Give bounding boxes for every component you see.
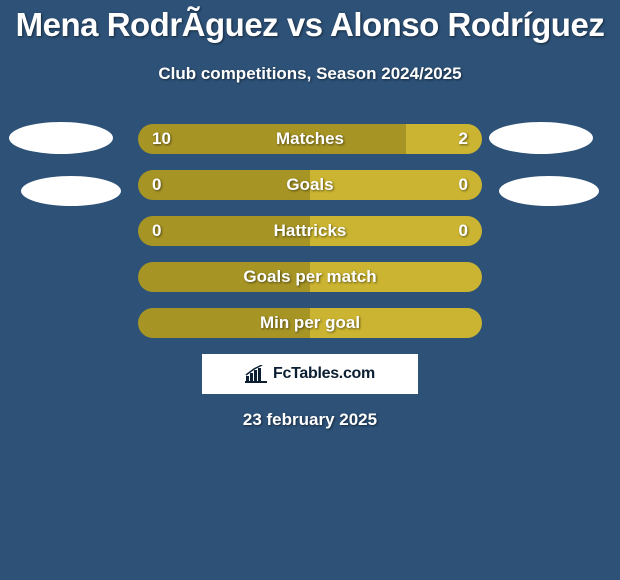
stat-bar-right: 0	[310, 170, 482, 200]
comparison-row: 102Matches	[138, 124, 482, 154]
avatar-left-1	[9, 122, 113, 154]
comparison-row: 00Goals	[138, 170, 482, 200]
subtitle: Club competitions, Season 2024/2025	[0, 64, 620, 84]
avatar-left-2	[21, 176, 121, 206]
stat-bar-left	[138, 308, 310, 338]
stat-bar-left	[138, 262, 310, 292]
comparison-row: 00Hattricks	[138, 216, 482, 246]
stat-value-left: 10	[138, 129, 185, 149]
stat-bar-right: 0	[310, 216, 482, 246]
comparison-infographic: Mena RodrÃ­guez vs Alonso Rodríguez Club…	[0, 0, 620, 580]
stat-bar-right: 2	[406, 124, 482, 154]
logo-text: FcTables.com	[273, 365, 375, 383]
comparison-row: Min per goal	[138, 308, 482, 338]
stat-value-right: 2	[445, 129, 482, 149]
title: Mena RodrÃ­guez vs Alonso Rodríguez	[0, 6, 620, 44]
avatar-right-2	[499, 176, 599, 206]
logo-box: FcTables.com	[202, 354, 418, 394]
stat-value-right: 0	[445, 175, 482, 195]
stat-value-right: 0	[445, 221, 482, 241]
stat-value-left: 0	[138, 221, 175, 241]
stat-bar-left: 0	[138, 170, 310, 200]
stat-value-left: 0	[138, 175, 175, 195]
comparison-row: Goals per match	[138, 262, 482, 292]
stat-bar-right	[310, 308, 482, 338]
stat-bar-left: 0	[138, 216, 310, 246]
avatar-right-1	[489, 122, 593, 154]
stat-bar-left: 10	[138, 124, 406, 154]
logo-chart-icon	[245, 365, 267, 383]
date-text: 23 february 2025	[0, 410, 620, 430]
stat-bar-right	[310, 262, 482, 292]
